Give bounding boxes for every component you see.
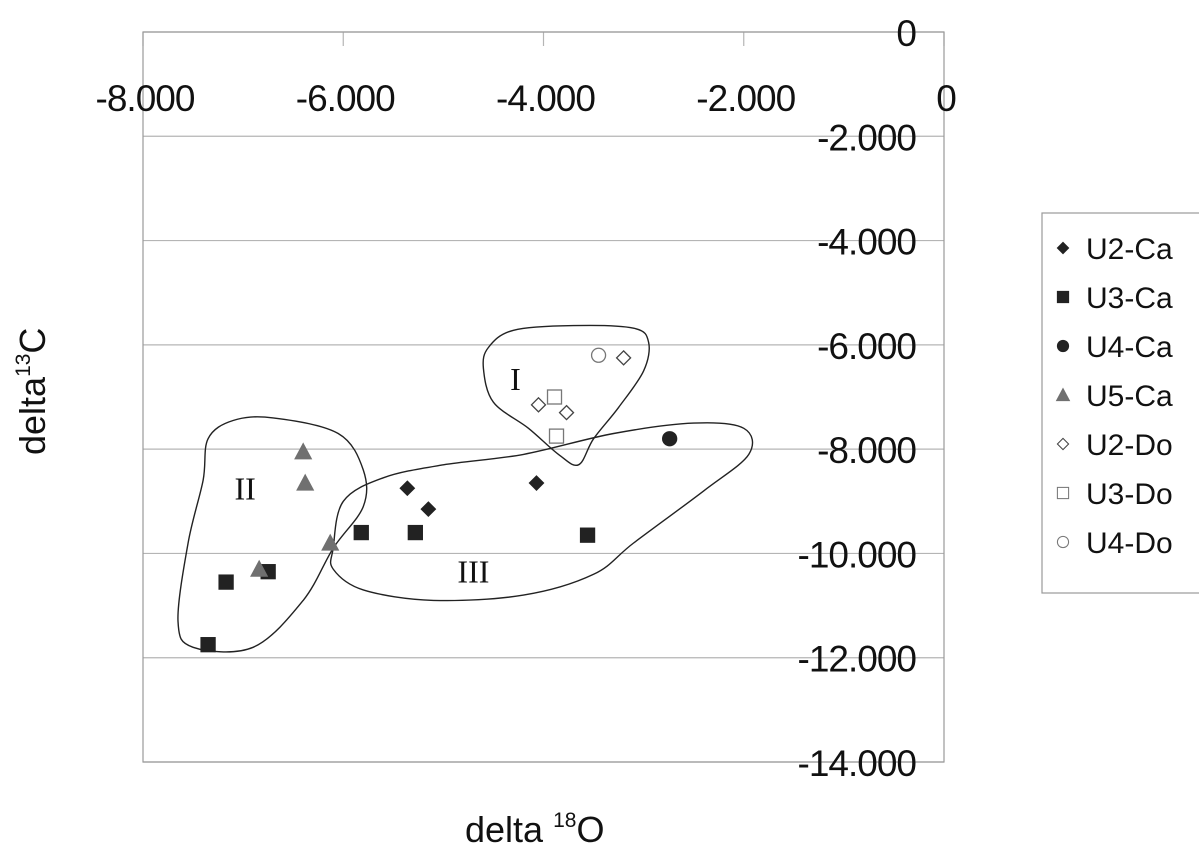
point-u2-ca — [528, 475, 545, 491]
x-axis-title-end: O — [576, 809, 604, 849]
y-axis-title-end: C — [12, 328, 53, 354]
x-tick-labels: -8.000 -6.000 -4.000 -2.000 0 — [96, 78, 958, 119]
y-tick-label: -12.000 — [798, 639, 917, 680]
legend-items: U2-Ca U3-Ca U4-Ca U5-Ca U2-Do U3-Do U4-Do — [1055, 233, 1173, 560]
point-u4-ca — [662, 431, 678, 447]
point-u3-do — [548, 428, 565, 444]
legend-label-u2-ca: U2-Ca — [1086, 233, 1173, 266]
y-tick-label: -14.000 — [798, 743, 917, 784]
point-u5-ca — [250, 559, 269, 577]
point-u2-ca — [399, 480, 416, 497]
data-points — [200, 347, 678, 653]
legend-label-u3-do: U3-Do — [1086, 478, 1173, 511]
point-u4-do — [590, 347, 607, 363]
y-axis-title-text: delta — [12, 376, 53, 455]
y-tick-label: -8.000 — [817, 430, 916, 471]
region-label: I — [510, 361, 521, 397]
y-tick-label: -2.000 — [817, 117, 916, 158]
y-axis-title-sup: 13 — [12, 354, 35, 377]
x-tick-label: -8.000 — [96, 78, 195, 119]
legend-marker-u5-ca — [1055, 387, 1071, 402]
x-axis-title-sup: 18 — [553, 809, 576, 832]
legend-label-u4-ca: U4-Ca — [1086, 331, 1173, 364]
point-u2-do — [615, 349, 632, 366]
y-tick-label: 0 — [896, 13, 916, 54]
point-u3-ca — [218, 574, 234, 590]
x-tick-label: 0 — [936, 78, 956, 119]
point-u3-do — [546, 389, 563, 405]
point-u2-do — [558, 404, 575, 421]
legend-box — [1041, 212, 1199, 594]
point-u2-ca — [420, 501, 437, 518]
region-label: II — [234, 470, 255, 506]
point-u2-do — [530, 396, 547, 413]
region-ii-outline — [177, 416, 368, 653]
legend-marker-u4-do — [1056, 535, 1070, 549]
y-tick-labels: 0 -2.000 -4.000 -6.000 -8.000 -10.000 -12.000 -… — [798, 13, 918, 784]
point-u3-ca — [353, 524, 369, 541]
legend-marker-u3-do — [1056, 486, 1070, 500]
y-tick-label: -4.000 — [817, 222, 916, 263]
legend-label-u2-do: U2-Do — [1086, 429, 1173, 462]
legend-marker-u3-ca — [1056, 290, 1070, 304]
x-axis-title: delta 18O — [465, 809, 604, 849]
x-axis-title-text: delta — [465, 809, 553, 849]
y-tick-label: -10.000 — [798, 534, 917, 575]
y-tick-label: -6.000 — [817, 326, 916, 367]
point-u3-ca — [407, 524, 423, 541]
legend-label-u5-ca: U5-Ca — [1086, 380, 1173, 413]
point-u5-ca — [321, 533, 340, 551]
region-i-outline — [482, 324, 650, 467]
legend-marker-u2-ca — [1056, 241, 1070, 255]
x-tick-label: -4.000 — [496, 78, 595, 119]
legend-marker-u2-do — [1056, 437, 1070, 451]
point-u5-ca — [294, 442, 313, 460]
y-axis-title: delta13C — [12, 328, 53, 455]
region-label: III — [457, 554, 489, 590]
point-u3-ca — [579, 527, 596, 543]
legend-marker-u4-ca — [1056, 339, 1070, 353]
x-tick-label: -6.000 — [296, 78, 395, 119]
point-u5-ca — [296, 473, 315, 491]
plot-frame — [142, 31, 945, 763]
legend-label-u3-ca: U3-Ca — [1086, 282, 1173, 315]
legend: U2-Ca U3-Ca U4-Ca U5-Ca U2-Do U3-Do U4-Do — [1041, 212, 1199, 594]
x-tick-label: -2.000 — [696, 78, 795, 119]
legend-label-u4-do: U4-Do — [1086, 527, 1173, 560]
point-u3-ca — [200, 637, 216, 653]
region-iii-outline — [329, 422, 754, 602]
